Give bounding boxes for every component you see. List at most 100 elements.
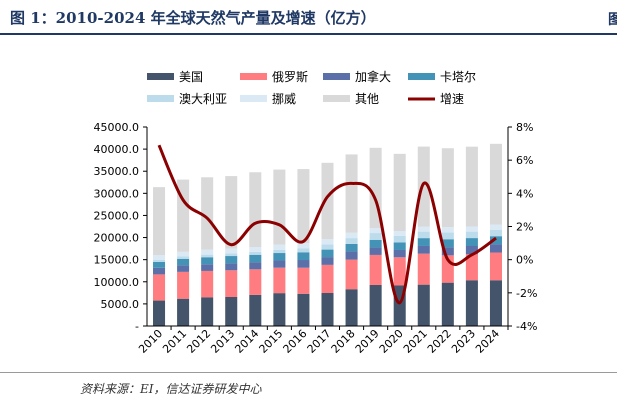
bar-2014-series-6 — [249, 247, 262, 252]
bar-2015-series-5 — [273, 249, 286, 254]
left-tick-label: 25000.0 — [94, 209, 140, 222]
bar-2010-series-4 — [153, 262, 166, 268]
bar-2013-series-7 — [225, 176, 238, 249]
left-tick-label: 20000.0 — [94, 232, 140, 245]
growth-line-layer — [157, 144, 497, 305]
right-tick-label: 2% — [516, 221, 533, 234]
x-tick-label-2017: 2017 — [305, 327, 334, 356]
bar-2013-series-6 — [225, 248, 238, 254]
bar-2022-series-5 — [441, 232, 454, 240]
bar-2022-series-6 — [441, 227, 454, 233]
x-tick-label-2019: 2019 — [353, 327, 382, 356]
bar-2010-series-6 — [153, 255, 166, 260]
bar-2024-series-7 — [489, 143, 502, 225]
bar-2018-series-2 — [345, 259, 358, 290]
bar-2014-series-5 — [249, 251, 262, 255]
bar-2012-series-5 — [201, 254, 214, 258]
x-tick-label-2015: 2015 — [256, 327, 285, 356]
bar-2017-series-4 — [321, 249, 334, 258]
footer-divider — [0, 372, 617, 373]
bar-2024-series-1 — [489, 280, 502, 326]
bar-2019-series-4 — [369, 239, 382, 248]
bar-2011-series-1 — [177, 298, 190, 326]
bar-2022-series-7 — [441, 148, 454, 228]
legend-swatch-4 — [408, 73, 435, 80]
bar-2015-series-6 — [273, 244, 286, 250]
bar-2018-series-7 — [345, 154, 358, 233]
bar-2016-series-2 — [297, 267, 310, 294]
right-tick-label: 8% — [516, 121, 533, 134]
bar-2023-series-3 — [465, 246, 478, 255]
left-tick-label: 45000.0 — [94, 121, 140, 134]
bar-2020-series-2 — [393, 257, 406, 286]
bar-2017-series-6 — [321, 239, 334, 245]
x-tick-label-2021: 2021 — [401, 327, 430, 356]
x-tick-label-2013: 2013 — [208, 327, 237, 356]
x-tick-label-2016: 2016 — [281, 327, 310, 356]
x-tick-label-2023: 2023 — [449, 327, 478, 356]
bar-2011-series-3 — [177, 265, 190, 272]
legend-swatch-1 — [147, 73, 174, 80]
bar-2015-series-7 — [273, 169, 286, 245]
legend-swatch-7 — [323, 95, 350, 102]
bar-2022-series-4 — [441, 239, 454, 248]
next-figure-edge-mark: 图 — [608, 12, 617, 28]
bar-2023-series-2 — [465, 254, 478, 281]
bar-2018-series-1 — [345, 289, 358, 326]
bar-2018-series-6 — [345, 232, 358, 239]
bar-2018-series-3 — [345, 251, 358, 260]
bar-2016-series-4 — [297, 252, 310, 261]
bar-2011-series-4 — [177, 258, 190, 266]
bar-2023-series-7 — [465, 146, 478, 227]
right-tick-label: 4% — [516, 187, 533, 200]
bar-2011-series-6 — [177, 251, 190, 257]
bar-2024-series-5 — [489, 229, 502, 237]
bar-2022-series-1 — [441, 282, 454, 326]
left-tick-label: 10000.0 — [94, 276, 140, 289]
bar-2012-series-4 — [201, 257, 214, 265]
bar-2012-series-6 — [201, 249, 214, 255]
bar-2013-series-4 — [225, 256, 238, 264]
x-tick-label-2011: 2011 — [160, 327, 189, 356]
x-tick-label-2018: 2018 — [329, 327, 358, 356]
bar-2013-series-2 — [225, 270, 238, 297]
bar-2020-series-7 — [393, 153, 406, 232]
bar-2023-series-6 — [465, 226, 478, 232]
right-tick-label: -2% — [516, 287, 537, 300]
bar-2023-series-4 — [465, 238, 478, 247]
bar-2016-series-3 — [297, 260, 310, 268]
bar-2012-series-3 — [201, 264, 214, 271]
bar-2014-series-3 — [249, 262, 262, 270]
bar-2019-series-5 — [369, 233, 382, 240]
bar-2021-series-6 — [417, 226, 430, 232]
legend-swatch-5 — [147, 95, 174, 102]
growth-rate-line — [157, 144, 497, 305]
bar-2013-series-5 — [225, 253, 238, 257]
bar-2015-series-3 — [273, 260, 286, 268]
bar-2018-series-4 — [345, 243, 358, 252]
left-tick-label: 40000.0 — [94, 143, 140, 156]
bar-2010-series-2 — [153, 274, 166, 301]
bar-2015-series-1 — [273, 293, 286, 326]
bar-layer — [153, 143, 502, 326]
bar-2021-series-2 — [417, 253, 430, 285]
x-tick-label-2022: 2022 — [425, 327, 454, 356]
bar-2012-series-7 — [201, 177, 214, 250]
bar-2020-series-6 — [393, 231, 406, 236]
right-tick-label: 6% — [516, 154, 533, 167]
bar-2010-series-5 — [153, 259, 166, 263]
left-tick-label: 15000.0 — [94, 254, 140, 267]
legend-label-1: 美国 — [179, 70, 203, 84]
legend-label-3: 加拿大 — [355, 69, 391, 84]
left-tick-label: 30000.0 — [94, 187, 140, 200]
right-tick-label: -4% — [516, 320, 537, 333]
bar-2023-series-5 — [465, 231, 478, 239]
bar-2013-series-1 — [225, 296, 238, 326]
bar-2010-series-1 — [153, 300, 166, 326]
bar-2014-series-2 — [249, 269, 262, 295]
legend-label-5: 澳大利亚 — [179, 92, 227, 106]
bar-2019-series-1 — [369, 284, 382, 326]
bar-2021-series-4 — [417, 238, 430, 246]
bar-2020-series-3 — [393, 249, 406, 258]
